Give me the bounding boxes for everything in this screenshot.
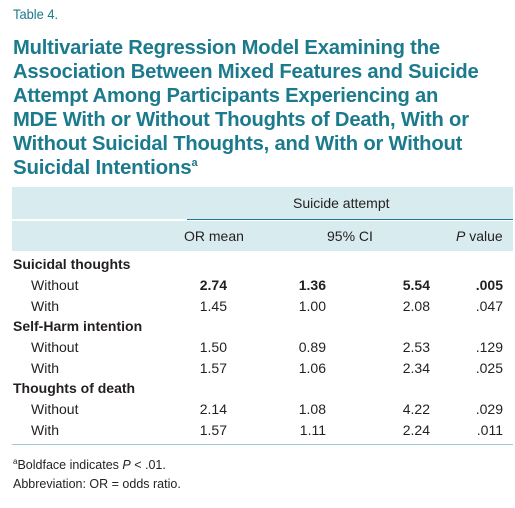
cell-ci-low: 1.36 (298, 277, 326, 293)
row-label: Without (31, 339, 79, 355)
footnote-boldface: aBoldface indicates P < .01. (13, 457, 166, 473)
section-heading: Self-Harm intention (13, 318, 143, 334)
caption-footnote-mark: a (191, 157, 198, 169)
cell-ci-high: 2.34 (402, 360, 430, 376)
p-italic: P (456, 228, 466, 244)
caption-line: MDE With or Without Thoughts of Death, W… (13, 108, 469, 131)
caption-line: Multivariate Regression Model Examining … (13, 36, 440, 59)
cell-or-mean: 1.50 (199, 339, 227, 355)
caption-line: Attempt Among Participants Experiencing … (13, 84, 439, 107)
table-caption: Multivariate Regression Model Examining … (13, 36, 513, 180)
footnote-abbreviation: Abbreviation: OR = odds ratio. (13, 477, 181, 491)
cell-p-value: .005 (475, 277, 503, 293)
section-heading: Thoughts of death (13, 380, 136, 396)
column-header-p-value: P value (456, 228, 503, 244)
cell-ci-high: 2.53 (402, 339, 430, 355)
caption-line-last: Suicidal Intentionsa (13, 156, 513, 180)
header-band-spanner (12, 187, 513, 219)
cell-p-value: .029 (475, 401, 503, 417)
footnote-mark: a (13, 457, 18, 466)
spanner-rule (187, 219, 513, 220)
column-header-or-mean: OR mean (184, 228, 244, 244)
caption-line: Association Between Mixed Features and S… (13, 60, 479, 83)
cell-ci-low: 1.11 (299, 422, 326, 438)
row-label: Without (31, 401, 79, 417)
cell-ci-low: 0.89 (298, 339, 326, 355)
cell-or-mean: 1.57 (199, 360, 227, 376)
spanner-header: Suicide attempt (293, 195, 390, 211)
footnote-text: Boldface indicates (17, 458, 123, 472)
table-number: Table 4. (13, 6, 59, 22)
header-band-columns (12, 221, 513, 251)
cell-or-mean: 1.57 (199, 422, 227, 438)
cell-ci-high: 4.22 (402, 401, 430, 417)
cell-ci-low: 1.06 (298, 360, 326, 376)
cell-p-value: .011 (476, 422, 503, 438)
table-bottom-rule (12, 444, 513, 445)
cell-ci-high: 5.54 (402, 277, 430, 293)
footnote-p-italic: P (122, 458, 131, 472)
row-label: With (31, 298, 59, 314)
cell-ci-high: 2.08 (402, 298, 430, 314)
cell-ci-low: 1.08 (298, 401, 326, 417)
cell-p-value: .047 (475, 298, 503, 314)
cell-ci-low: 1.00 (298, 298, 326, 314)
caption-line-text: Suicidal Intentions (13, 156, 192, 179)
row-label: With (31, 360, 59, 376)
cell-or-mean: 2.74 (199, 277, 227, 293)
cell-ci-high: 2.24 (402, 422, 430, 438)
section-heading: Suicidal thoughts (13, 256, 131, 272)
cell-p-value: .129 (475, 339, 503, 355)
row-label: With (31, 422, 59, 438)
cell-p-value: .025 (475, 360, 503, 376)
row-label: Without (31, 277, 79, 293)
column-header-ci: 95% CI (327, 228, 373, 244)
cell-or-mean: 2.14 (199, 401, 227, 417)
cell-or-mean: 1.45 (199, 298, 227, 314)
caption-line: Without Suicidal Thoughts, and With or W… (13, 132, 463, 155)
footnote-text: < .01. (130, 458, 166, 472)
p-value-word: value (465, 228, 503, 244)
